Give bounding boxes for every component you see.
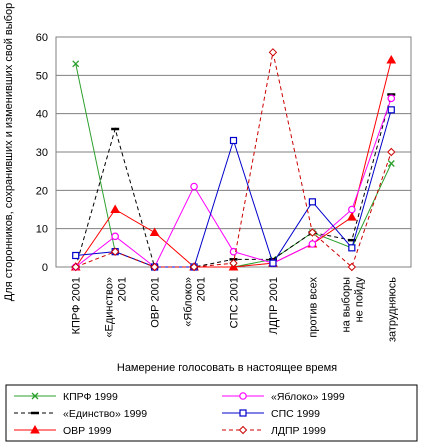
legend-label: «Яблоко» 1999 [271,391,345,403]
y-tick-label: 60 [36,32,48,44]
x-tick-label: «Единство» 2001 [104,277,129,338]
y-tick-label: 20 [36,185,48,197]
data-point [111,232,119,241]
data-point [308,198,316,206]
data-point [346,212,357,221]
legend-marker [239,409,247,417]
x-tick-label: на выборы не пойду [340,277,365,333]
x-tick-line: СПС 2001 [229,277,241,328]
data-point [387,147,396,157]
legend-label: СПС 1999 [271,408,320,420]
data-point [387,160,395,167]
series-lines [70,48,397,272]
legend-box [5,384,418,442]
x-tick-label: ОВР 2001 [150,277,162,328]
legend-marker [239,392,247,400]
x-tick-labels: КПРФ 2001 «Единство» 2001 ОВР 2001 «Яблоко» 2… [71,277,399,343]
data-point [269,259,277,267]
legend-label: «Единство» 1999 [63,408,147,420]
x-tick-line: на выборы [340,277,352,333]
legend-label: ЛДПР 1999 [271,425,326,437]
data-point [229,247,238,256]
x-tick-line: не пойду [353,277,365,323]
data-point [110,204,121,213]
legend-item: ОВР 1999 [14,424,112,437]
data-point [308,228,317,237]
x-tick-label: затрудняюсь [386,277,398,342]
data-point [71,262,80,272]
data-point [348,244,356,252]
x-tick-line: против всех [307,277,319,338]
data-point [229,258,238,268]
legend: КПРФ 1999 «Единство» 1999 ОВР 1999 «Яблоко»… [5,384,418,442]
data-point [149,227,160,236]
data-point [190,182,198,191]
legend-marker [31,392,39,400]
x-tick-line: ЛДПР 2001 [268,277,280,334]
legend-item: «Яблоко» 1999 [222,391,345,403]
x-tick-label: КПРФ 2001 [71,277,83,334]
y-tick-label: 50 [36,70,48,82]
y-axis-title: Для сторонников, сохранивших и изменивши… [3,3,15,301]
data-point [150,262,159,272]
data-point [268,48,278,57]
legend-item: «Единство» 1999 [14,408,147,420]
data-point [72,251,80,260]
y-tick-label: 0 [42,262,48,274]
data-point [348,205,356,214]
data-point [386,54,397,64]
data-point [347,262,357,272]
x-tick-label: против всех [307,277,319,338]
data-point [110,247,120,256]
x-tick-line: «Яблоко» [183,277,195,327]
legend-item: СПС 1999 [222,408,320,420]
x-tick-line: КПРФ 2001 [71,277,83,334]
y-tick-label: 10 [36,224,48,236]
legend-marker [238,425,248,435]
x-tick-line: 2001 [196,277,208,301]
series-5 [71,48,396,272]
legend-label: КПРФ 1999 [63,391,118,403]
x-axis-title: Намерение голосовать в настоящее время [117,362,337,374]
x-tick-label: СПС 2001 [229,277,241,328]
legend-label: ОВР 1999 [63,425,112,437]
x-tick-line: 2001 [117,277,129,301]
x-tick-label: ЛДПР 2001 [268,277,280,334]
data-point [387,106,395,114]
legend-item: КПРФ 1999 [14,391,118,403]
legend-marker [30,424,40,434]
data-point [387,94,396,103]
data-point [229,136,238,145]
y-tick-label: 30 [36,147,48,159]
x-tick-label: «Яблоко» 2001 [183,277,208,327]
x-tick-line: ОВР 2001 [150,277,162,328]
data-point [189,262,199,272]
legend-item: ЛДПР 1999 [222,425,326,437]
y-tick-labels: 0 10 20 30 40 50 60 [36,32,48,274]
x-tick-line: «Единство» [104,277,116,338]
data-point [308,240,317,248]
y-tick-label: 40 [36,109,48,121]
x-tick-line: затрудняюсь [386,277,398,342]
data-point [72,60,80,68]
